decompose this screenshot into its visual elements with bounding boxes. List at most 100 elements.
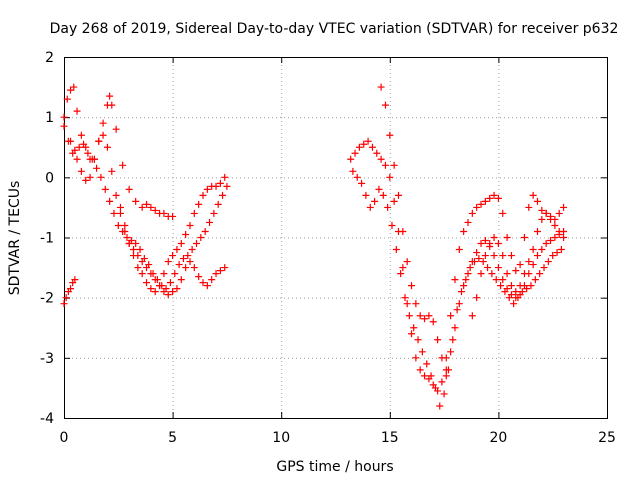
- data-point: [112, 191, 120, 199]
- data-point: [538, 206, 546, 214]
- data-point: [473, 203, 481, 211]
- data-point: [119, 227, 127, 235]
- data-point: [412, 354, 420, 362]
- x-tick-label: 20: [489, 430, 507, 446]
- data-point: [97, 173, 105, 181]
- data-point: [177, 276, 185, 284]
- data-point: [529, 261, 537, 269]
- data-point: [143, 200, 151, 208]
- data-point: [114, 221, 122, 229]
- data-point: [403, 258, 411, 266]
- data-point: [375, 185, 383, 193]
- data-point: [555, 209, 563, 217]
- data-point: [70, 83, 78, 91]
- data-point: [386, 173, 394, 181]
- data-point: [512, 267, 520, 275]
- data-point: [503, 270, 511, 278]
- data-point: [462, 276, 470, 284]
- data-point: [468, 312, 476, 320]
- data-point: [221, 173, 229, 181]
- series-arc-9: [442, 227, 568, 380]
- data-point: [164, 291, 172, 299]
- data-point: [138, 270, 146, 278]
- data-point: [481, 237, 489, 245]
- data-point: [190, 209, 198, 217]
- data-point: [360, 140, 368, 148]
- data-point: [460, 282, 468, 290]
- data-point: [77, 131, 85, 139]
- data-point: [62, 294, 70, 302]
- data-point: [201, 227, 209, 235]
- data-point: [544, 258, 552, 266]
- data-point: [512, 294, 520, 302]
- data-point: [73, 155, 81, 163]
- data-point: [212, 270, 220, 278]
- data-point: [108, 101, 116, 109]
- data-point: [166, 279, 174, 287]
- data-point: [473, 249, 481, 257]
- data-point: [160, 270, 168, 278]
- data-point: [208, 276, 216, 284]
- data-point: [477, 240, 485, 248]
- data-point: [440, 390, 448, 398]
- data-point: [525, 203, 533, 211]
- data-point: [538, 215, 546, 223]
- data-point: [492, 276, 500, 284]
- data-point: [212, 182, 220, 190]
- data-point: [516, 261, 524, 269]
- data-point: [553, 249, 561, 257]
- data-point: [199, 191, 207, 199]
- data-point: [457, 288, 465, 296]
- data-point: [379, 191, 387, 199]
- data-point: [60, 113, 68, 121]
- data-point: [447, 312, 455, 320]
- data-point: [468, 209, 476, 217]
- data-point: [366, 203, 374, 211]
- data-point: [203, 282, 211, 290]
- data-point: [143, 264, 151, 272]
- data-point: [177, 240, 185, 248]
- data-point: [160, 288, 168, 296]
- data-point: [390, 197, 398, 205]
- data-point: [186, 221, 194, 229]
- y-tick-label: 0: [45, 170, 54, 186]
- data-point: [349, 167, 357, 175]
- data-point: [210, 209, 218, 217]
- data-point: [418, 348, 426, 356]
- data-point: [368, 143, 376, 151]
- data-point: [206, 218, 214, 226]
- data-point: [132, 197, 140, 205]
- data-point: [447, 348, 455, 356]
- data-point: [358, 179, 366, 187]
- data-point: [93, 164, 101, 172]
- data-point: [464, 270, 472, 278]
- data-point: [386, 131, 394, 139]
- data-point: [84, 149, 92, 157]
- data-point: [130, 246, 138, 254]
- data-point: [477, 200, 485, 208]
- data-point: [425, 312, 433, 320]
- data-point: [533, 197, 541, 205]
- data-point: [442, 372, 450, 380]
- data-point: [503, 285, 511, 293]
- data-point: [75, 143, 83, 151]
- data-point: [67, 285, 75, 293]
- data-point: [371, 197, 379, 205]
- data-point: [479, 258, 487, 266]
- data-point: [529, 191, 537, 199]
- data-point: [182, 230, 190, 238]
- data-point: [169, 288, 177, 296]
- data-point: [147, 203, 155, 211]
- data-point: [486, 240, 494, 248]
- data-point: [512, 288, 520, 296]
- series-arc-8: [377, 83, 450, 374]
- data-point: [421, 372, 429, 380]
- data-point: [151, 276, 159, 284]
- data-point: [533, 227, 541, 235]
- data-point: [101, 185, 109, 193]
- data-point: [473, 294, 481, 302]
- data-point: [538, 246, 546, 254]
- data-point: [173, 246, 181, 254]
- data-point: [147, 270, 155, 278]
- data-point: [499, 276, 507, 284]
